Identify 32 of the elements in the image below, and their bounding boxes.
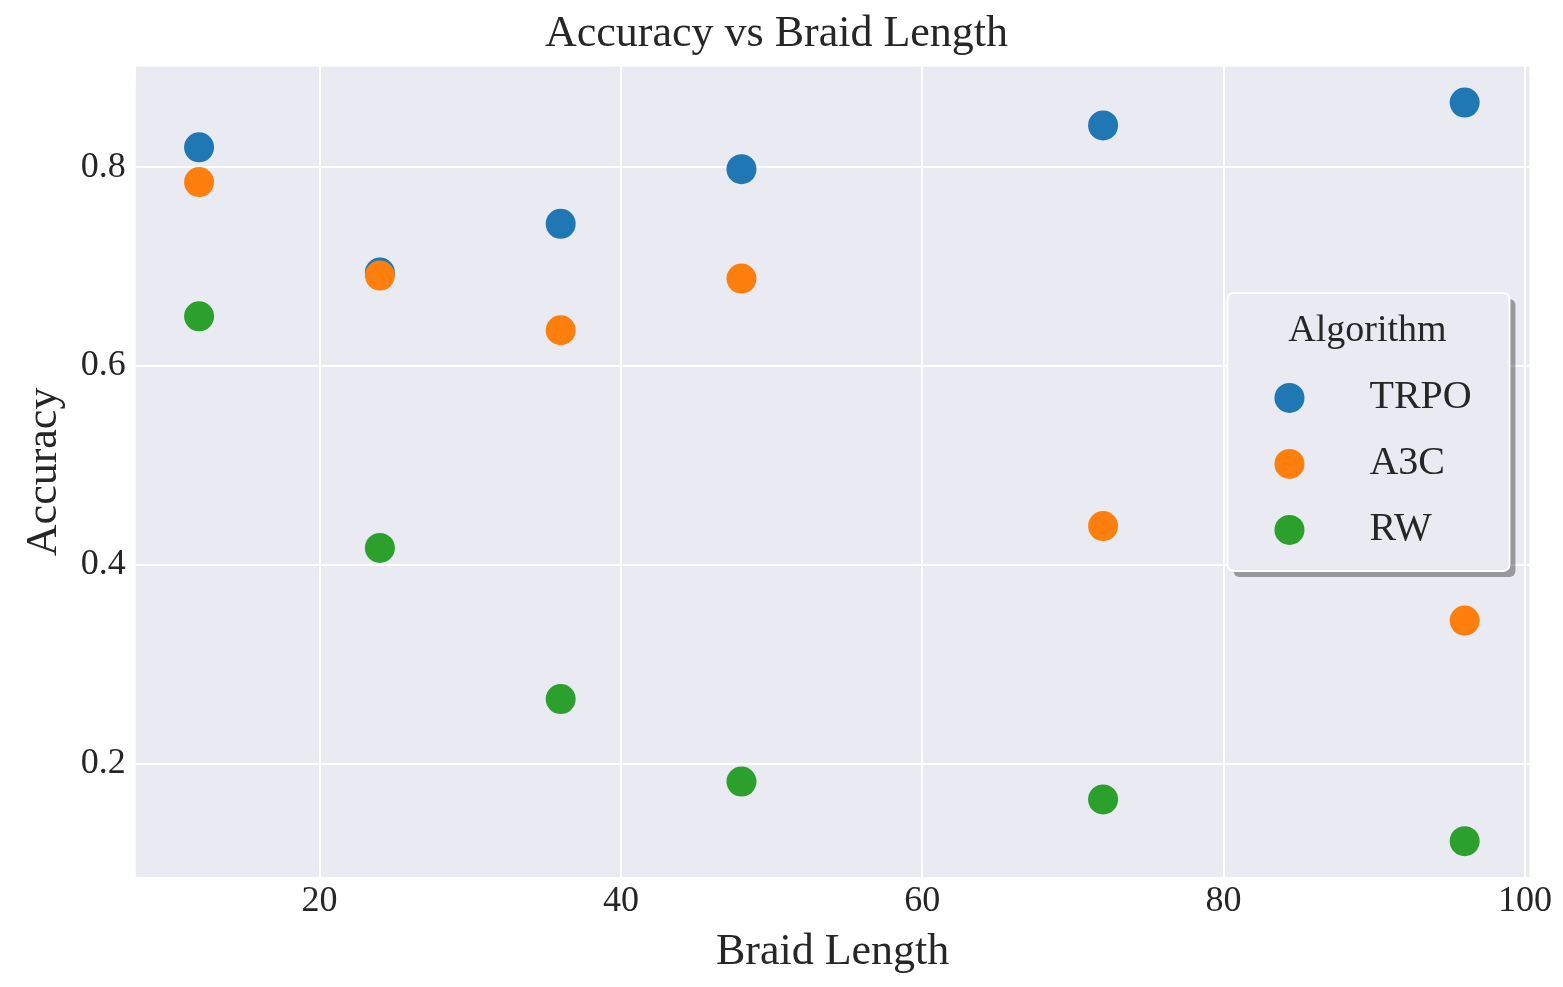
- point: [1088, 511, 1119, 542]
- point: [184, 132, 215, 163]
- x-tick-label: 40: [602, 879, 639, 920]
- point: [726, 154, 757, 185]
- legend-label: A3C: [1369, 438, 1446, 484]
- y-axis-title: Accuracy: [16, 387, 66, 557]
- x-tick-label: 20: [301, 879, 338, 920]
- point: [1088, 110, 1119, 141]
- y-tick-label: 0.6: [80, 343, 126, 384]
- point: [1088, 784, 1119, 815]
- point: [545, 315, 576, 346]
- legend-title: Algorithm: [1288, 306, 1447, 349]
- y-tick-label: 0.2: [80, 741, 126, 782]
- chart-title: Accuracy vs Braid Length: [544, 6, 1009, 56]
- legend-label: TRPO: [1369, 372, 1472, 418]
- point: [184, 167, 215, 198]
- x-tick-label: 100: [1497, 879, 1552, 920]
- point: [1449, 87, 1480, 118]
- y-tick-label: 0.8: [80, 144, 126, 185]
- y-tick-label: 0.4: [80, 542, 126, 583]
- point: [545, 208, 576, 239]
- x-tick-label: 60: [904, 879, 941, 920]
- point: [545, 684, 576, 715]
- point: [184, 301, 215, 332]
- x-tick-label: 80: [1205, 879, 1242, 920]
- point: [726, 766, 757, 797]
- x-axis-title: Braid Length: [715, 925, 950, 975]
- point: [1449, 826, 1480, 857]
- point: [726, 263, 757, 294]
- point: [1449, 605, 1480, 636]
- legend-label: RW: [1369, 504, 1432, 550]
- point: [364, 532, 395, 563]
